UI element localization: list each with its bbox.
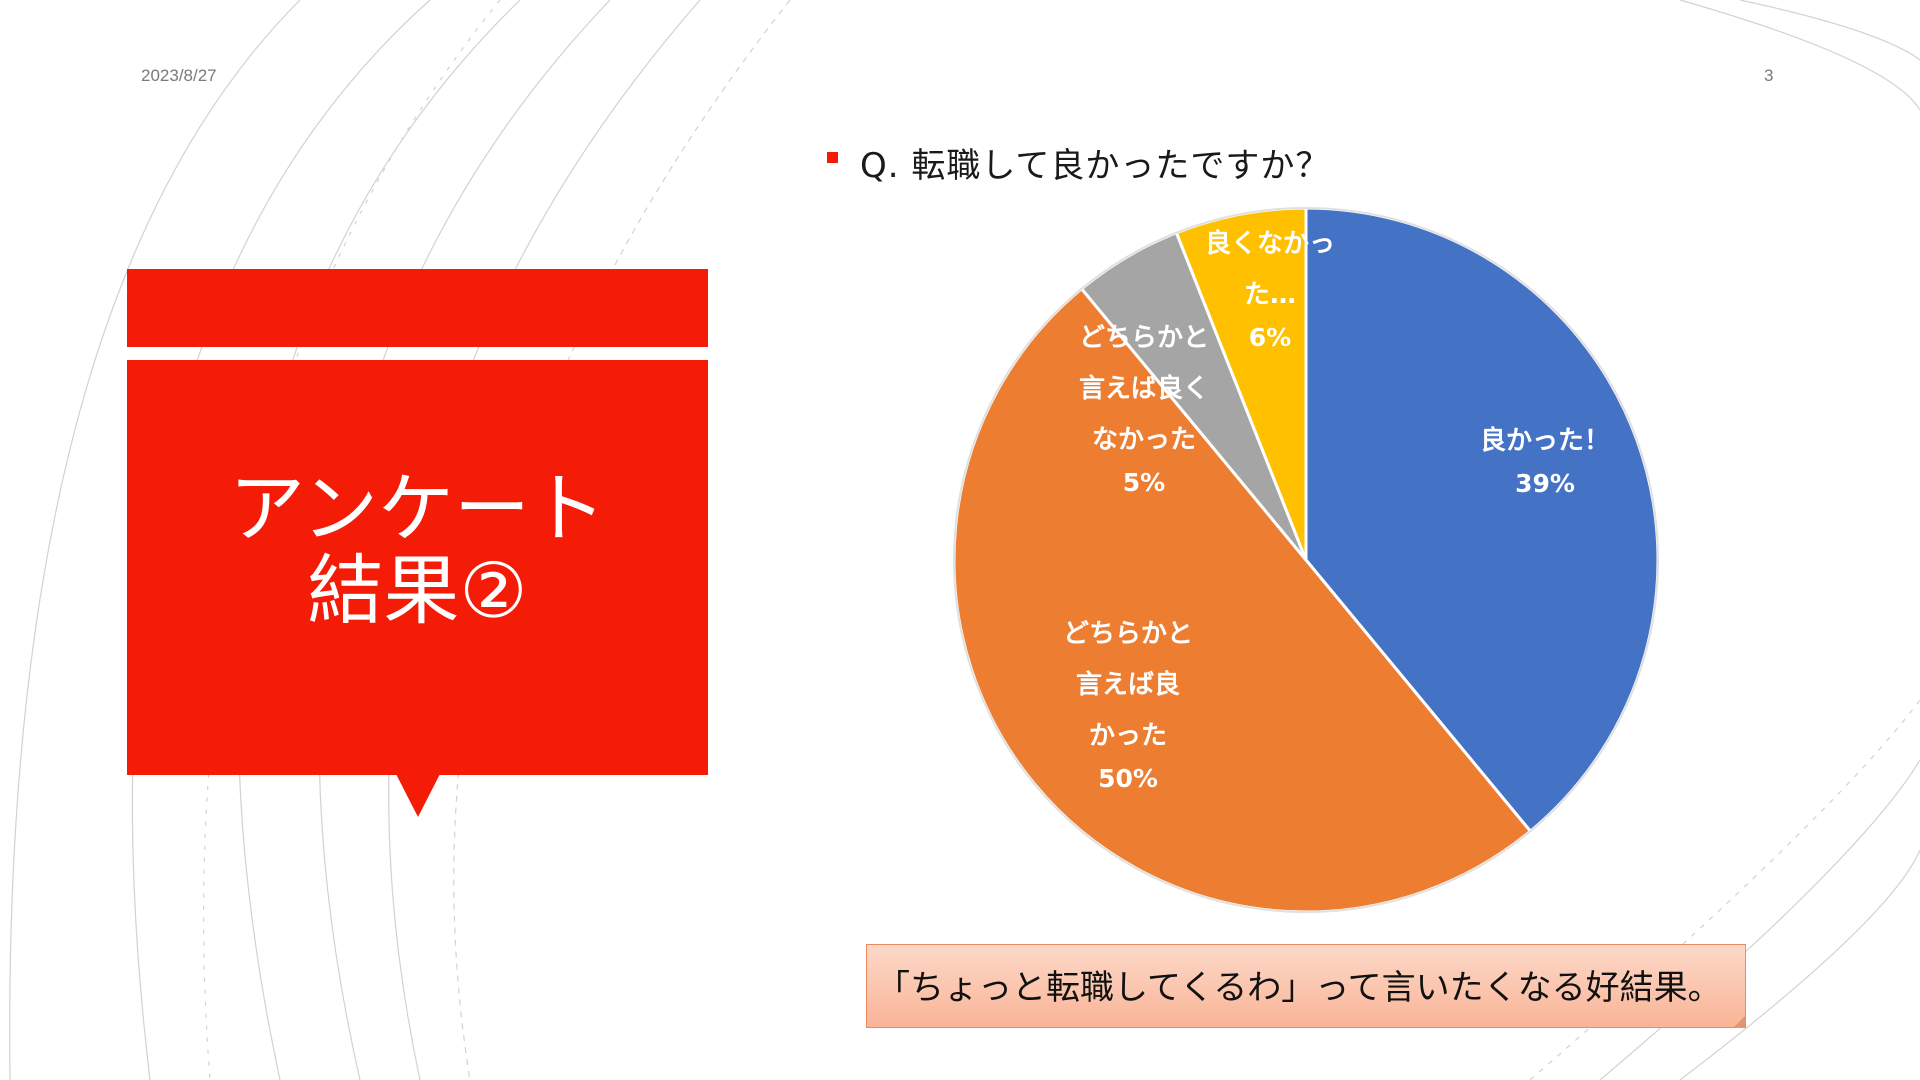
slide-title-line-1: アンケート (229, 464, 606, 553)
pie-slice (1174, 206, 1308, 561)
pie-slice-label: 良くなかっ (1205, 228, 1335, 259)
pie-slice-percent: 5% (1123, 468, 1165, 497)
pie-slice (952, 286, 1533, 914)
slide-title: アンケート 結果② (127, 468, 708, 632)
callout-text: 「ちょっと転職してくるわ」って言いたくなる好結果。 (876, 968, 1722, 1008)
pie-slice-label: 言えば良 (1076, 669, 1180, 700)
pie-slice-label: た… (1244, 280, 1296, 310)
pie-slice (1304, 206, 1660, 834)
title-box (127, 360, 708, 775)
callout-box (866, 944, 1746, 1028)
title-accent-band (127, 269, 708, 347)
question-text: Q. 転職して良かったですか？ (860, 146, 1331, 186)
pie-slice-label: なかった (1092, 425, 1196, 455)
pie-chart: 良かった！39%どちらかと言えば良かった50%どちらかと言えば良くなかった5%良… (952, 206, 1660, 914)
pie-slice-percent: 50% (1098, 764, 1158, 793)
title-box-pointer (396, 774, 440, 817)
slide-title-line-2: 結果② (307, 546, 528, 635)
pie-slice-label: 言えば良く (1079, 373, 1209, 404)
pie-slice-label: 良かった！ (1480, 425, 1610, 456)
slide-number: 3 (1764, 66, 1774, 85)
pie-slice-label: どちらかと (1079, 323, 1209, 353)
pie-slice-label: かった (1089, 721, 1167, 751)
pie-slice-percent: 6% (1249, 323, 1291, 352)
pie-slice-percent: 39% (1515, 469, 1575, 498)
pie-outline (953, 207, 1659, 913)
pie-slice-label: どちらかと (1063, 619, 1193, 649)
slide-date: 2023/8/27 (141, 66, 217, 85)
question-bullet-icon (827, 152, 838, 163)
